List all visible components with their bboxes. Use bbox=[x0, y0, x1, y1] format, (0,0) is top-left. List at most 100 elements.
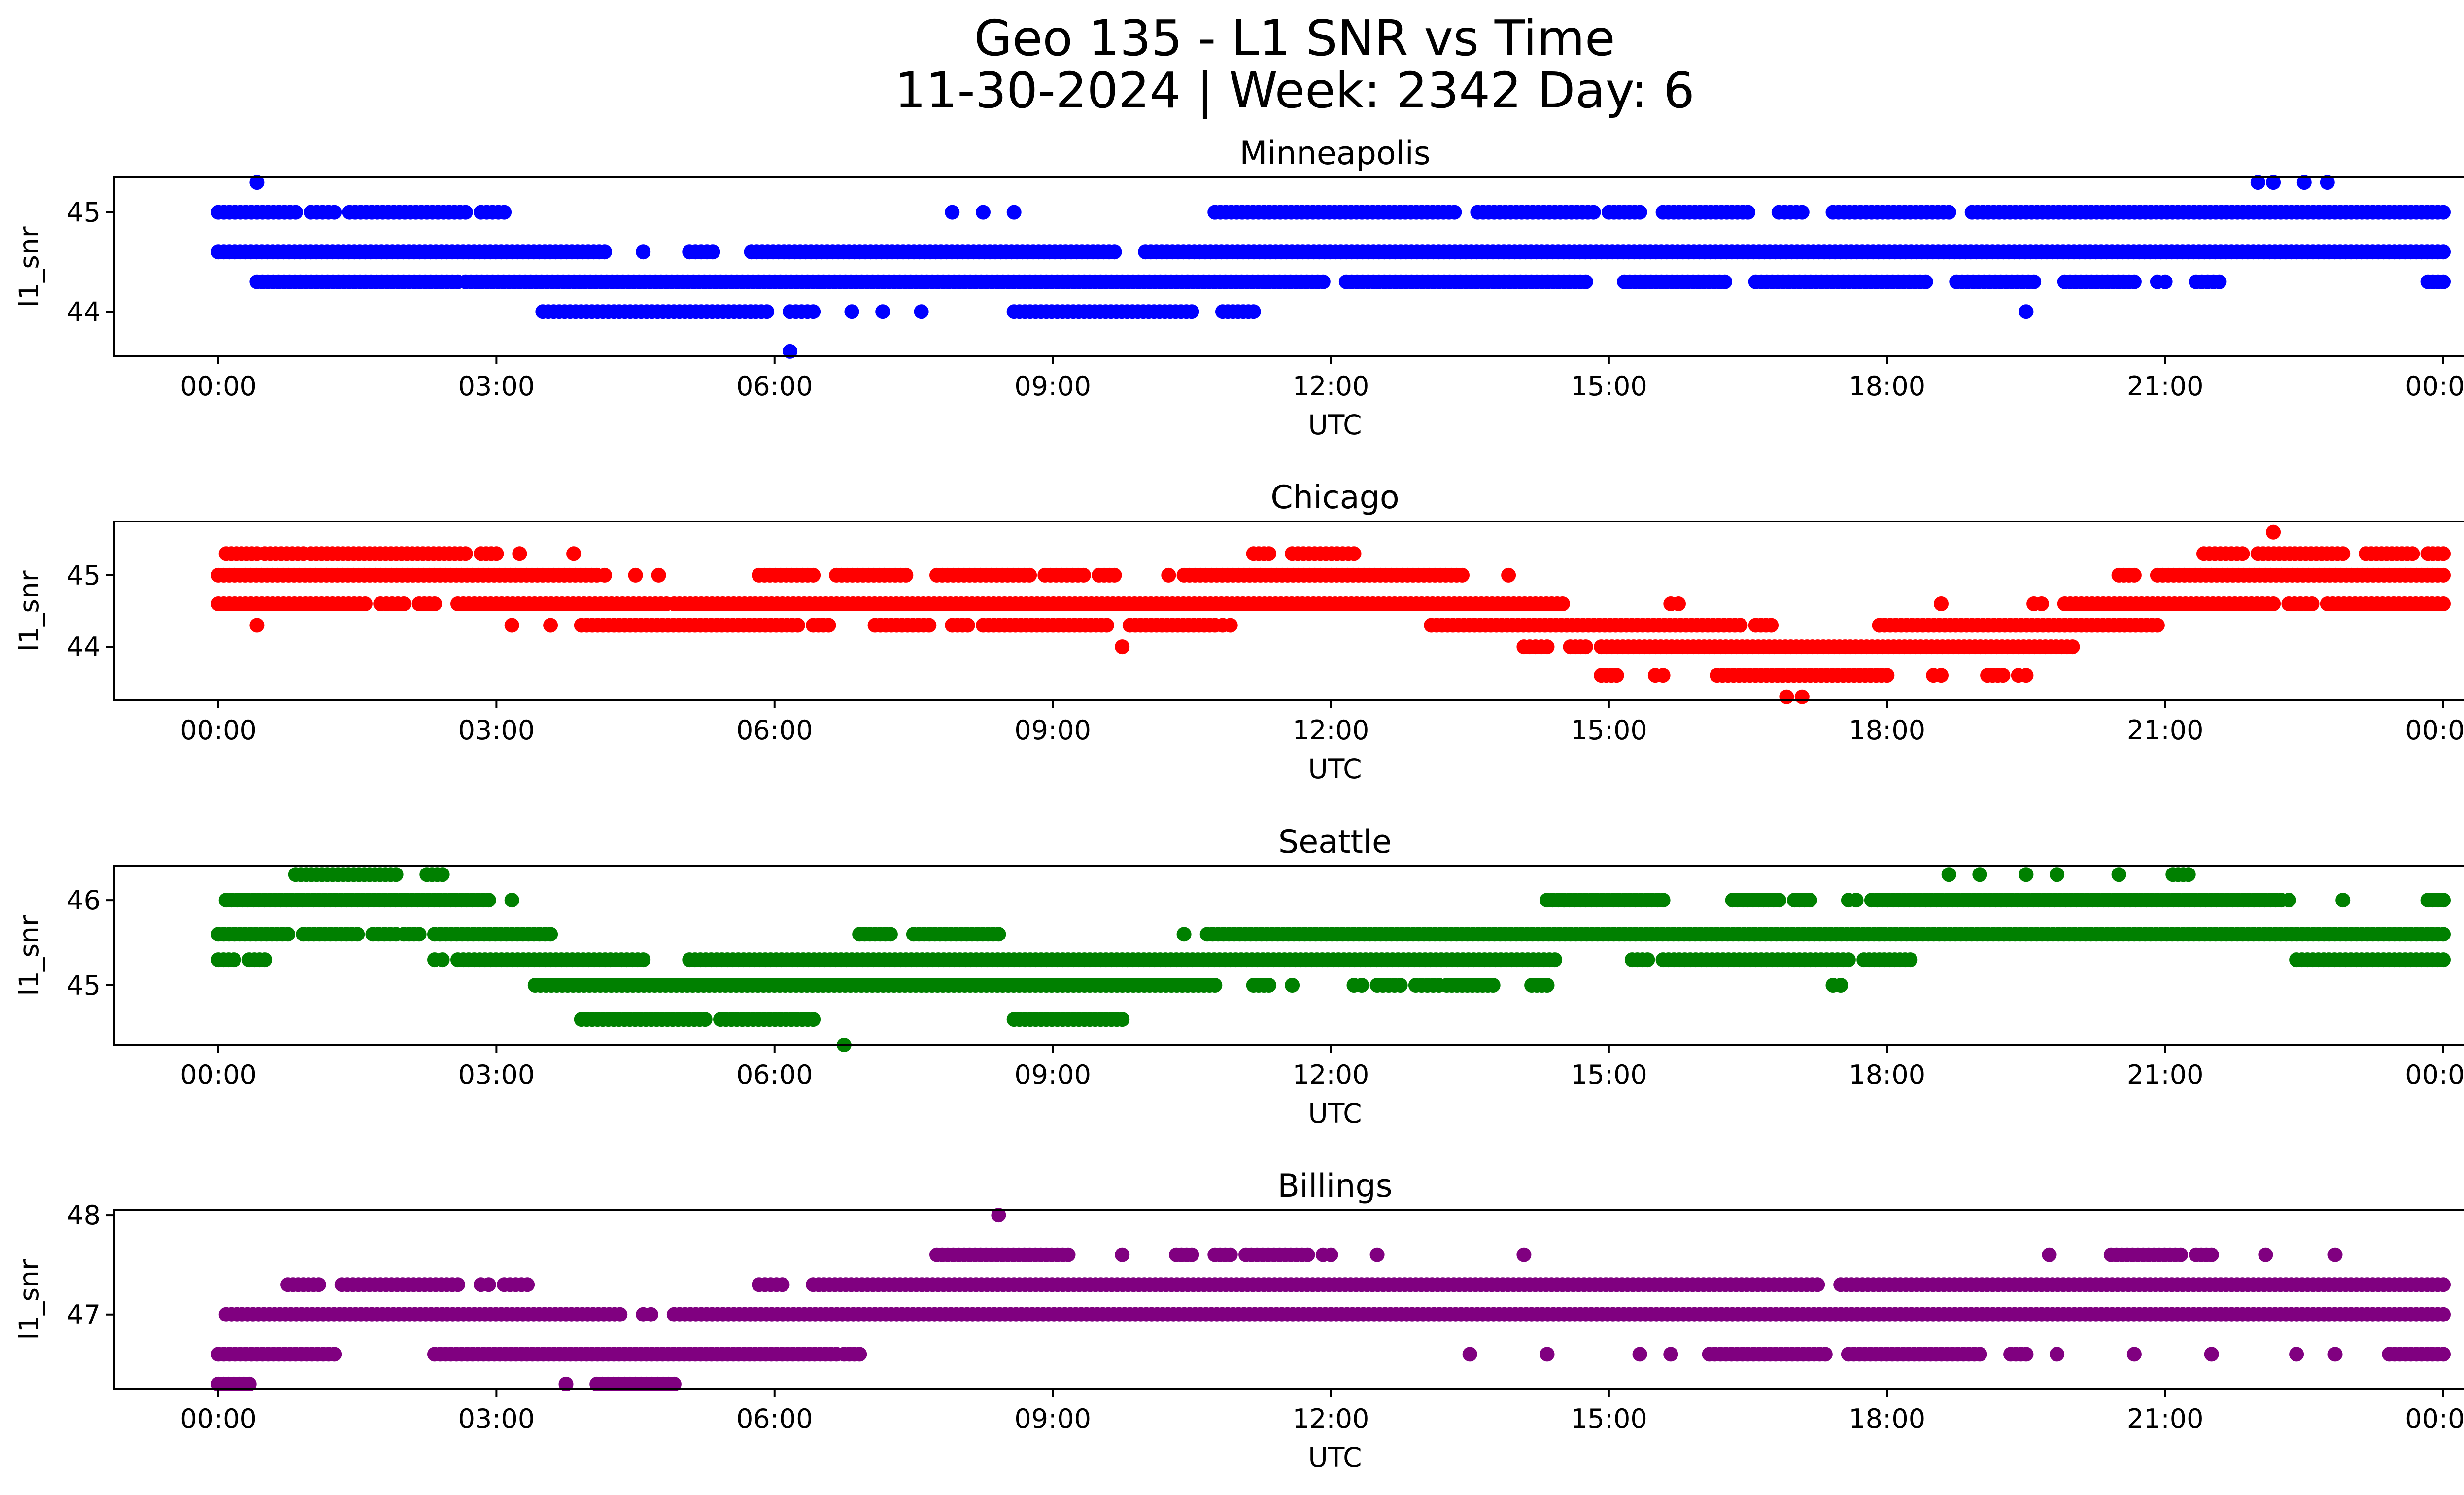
data-point bbox=[1941, 205, 1956, 220]
data-points bbox=[211, 524, 2451, 704]
data-point bbox=[1285, 978, 1300, 993]
data-point bbox=[1369, 1247, 1385, 1262]
plot-frame bbox=[113, 1209, 2464, 1390]
data-point bbox=[2289, 1347, 2304, 1362]
data-point bbox=[2019, 867, 2034, 882]
data-point bbox=[1161, 567, 1176, 583]
data-point bbox=[2250, 175, 2265, 190]
data-point bbox=[2266, 524, 2281, 540]
x-tick-label: 21:00 bbox=[2127, 715, 2204, 746]
data-point bbox=[2157, 274, 2173, 289]
data-point bbox=[1516, 1247, 1532, 1262]
x-tick-label: 03:00 bbox=[458, 715, 535, 746]
y-tick-label: 46 bbox=[67, 885, 101, 916]
data-point bbox=[666, 1376, 682, 1391]
data-point bbox=[2235, 546, 2250, 561]
y-axis-label: l1_snr bbox=[13, 1259, 45, 1340]
data-point bbox=[558, 1376, 574, 1391]
data-point bbox=[2181, 867, 2196, 882]
data-point bbox=[504, 893, 519, 908]
data-point bbox=[2327, 1347, 2343, 1362]
data-point bbox=[2296, 175, 2312, 190]
data-point bbox=[2405, 546, 2420, 561]
data-points bbox=[211, 175, 2451, 359]
data-point bbox=[1393, 978, 1408, 993]
data-point bbox=[2034, 596, 2049, 611]
x-tick-label: 06:00 bbox=[736, 715, 813, 746]
data-point bbox=[1934, 668, 1949, 683]
seattle-panel: 00:00 03:00 06:00 09:00 12:00 15:00 18:00 21:00… bbox=[13, 824, 2464, 1129]
data-point bbox=[2204, 1247, 2219, 1262]
x-tick-label: 00:00 bbox=[180, 371, 257, 402]
y-tick-label: 44 bbox=[67, 296, 101, 327]
data-point bbox=[1632, 205, 1647, 220]
x-tick-label: 15:00 bbox=[1571, 371, 1647, 402]
data-point bbox=[2436, 596, 2451, 611]
data-point bbox=[2019, 668, 2034, 683]
data-point bbox=[1540, 1347, 1555, 1362]
data-point bbox=[1223, 618, 1238, 633]
data-point bbox=[821, 618, 836, 633]
data-point bbox=[1655, 893, 1671, 908]
x-tick-label: 00:00 bbox=[2405, 1403, 2464, 1434]
data-point bbox=[636, 244, 651, 260]
data-point bbox=[960, 618, 975, 633]
data-point bbox=[2436, 546, 2451, 561]
data-point bbox=[759, 304, 775, 319]
data-point bbox=[1941, 867, 1956, 882]
data-point bbox=[775, 1277, 790, 1292]
data-point bbox=[249, 175, 265, 190]
data-point bbox=[2212, 274, 2227, 289]
data-point bbox=[597, 244, 612, 260]
x-tick-label: 12:00 bbox=[1293, 1059, 1369, 1090]
data-point bbox=[2436, 1277, 2451, 1292]
data-point bbox=[2266, 175, 2281, 190]
data-point bbox=[311, 1277, 326, 1292]
data-point bbox=[458, 205, 473, 220]
figure-title-line2: 11-30-2024 | Week: 2342 Day: 6 bbox=[894, 62, 1694, 119]
x-tick-label: 21:00 bbox=[2127, 1403, 2204, 1434]
data-point bbox=[790, 618, 805, 633]
data-point bbox=[1262, 546, 1277, 561]
data-point bbox=[1833, 978, 1848, 993]
billings-panel: 00:00 03:00 06:00 09:00 12:00 15:00 18:00 21:00… bbox=[13, 1168, 2464, 1473]
data-point bbox=[1346, 546, 1362, 561]
x-tick-label: 03:00 bbox=[458, 1403, 535, 1434]
data-point bbox=[2150, 618, 2165, 633]
data-point bbox=[1501, 567, 1516, 583]
data-point bbox=[435, 952, 450, 968]
data-point bbox=[249, 618, 265, 633]
data-point bbox=[566, 546, 582, 561]
y-tick-label: 48 bbox=[67, 1200, 101, 1231]
x-tick-label: 12:00 bbox=[1293, 1403, 1369, 1434]
panel-title: Chicago bbox=[1270, 479, 1399, 516]
data-point bbox=[388, 867, 404, 882]
data-point bbox=[450, 1277, 465, 1292]
data-point bbox=[991, 927, 1006, 942]
data-point bbox=[1972, 1347, 1987, 1362]
data-point bbox=[1578, 274, 1593, 289]
data-point bbox=[1455, 567, 1470, 583]
data-point bbox=[1022, 567, 1037, 583]
y-tick-label: 45 bbox=[67, 970, 101, 1001]
y-tick-label: 45 bbox=[67, 197, 101, 228]
data-point bbox=[357, 596, 373, 611]
data-point bbox=[1246, 304, 1261, 319]
data-point bbox=[2126, 567, 2142, 583]
data-point bbox=[1810, 1277, 1825, 1292]
data-point bbox=[2436, 205, 2451, 220]
x-tick-label: 18:00 bbox=[1848, 715, 1925, 746]
data-point bbox=[1300, 1247, 1315, 1262]
data-point bbox=[1223, 1247, 1238, 1262]
data-point bbox=[1323, 1247, 1338, 1262]
data-point bbox=[396, 596, 411, 611]
data-point bbox=[1184, 304, 1199, 319]
data-point bbox=[844, 304, 859, 319]
x-tick-label: 18:00 bbox=[1848, 371, 1925, 402]
x-axis-label: UTC bbox=[1308, 409, 1362, 441]
y-axis-label: l1_snr bbox=[13, 570, 45, 651]
data-point bbox=[2204, 1347, 2219, 1362]
data-point bbox=[991, 1208, 1006, 1223]
data-point bbox=[1315, 274, 1331, 289]
data-point bbox=[2065, 639, 2080, 655]
